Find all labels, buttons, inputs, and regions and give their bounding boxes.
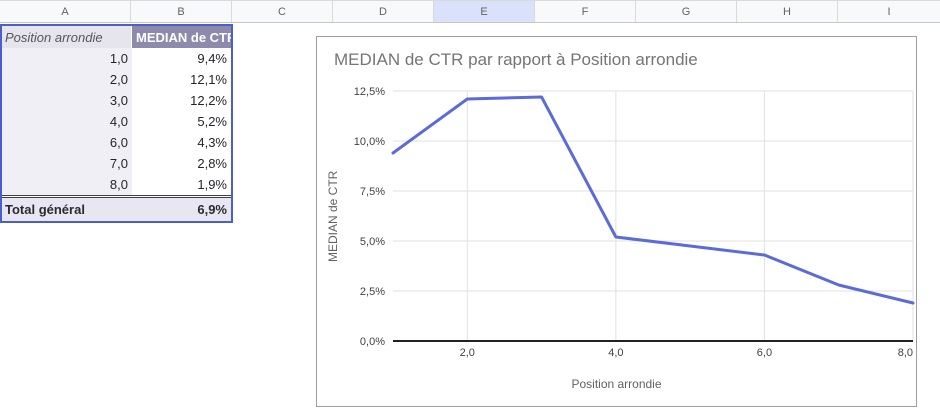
line-chart-plot: 0,0% 2,5% 5,0% 7,5% 10,0% 12,5% 2,0 4,0 6,0 8,0	[354, 86, 915, 359]
svg-text:10,0%: 10,0%	[354, 136, 385, 148]
ctr-cell[interactable]: 12,1%	[132, 69, 231, 90]
svg-text:7,5%: 7,5%	[360, 186, 385, 198]
column-header-g[interactable]: G	[636, 1, 737, 22]
column-header-f[interactable]: F	[535, 1, 636, 22]
pivot-table[interactable]: Position arrondie MEDIAN de CTR 1,0 9,4%…	[0, 24, 233, 223]
pivot-total-row: Total général 6,9%	[2, 195, 231, 221]
ctr-cell[interactable]: 9,4%	[132, 48, 231, 69]
svg-text:12,5%: 12,5%	[354, 86, 385, 98]
column-header-h[interactable]: H	[737, 1, 838, 22]
embedded-line-chart[interactable]: MEDIAN de CTR par rapport à Position arr…	[316, 36, 917, 407]
total-label[interactable]: Total général	[2, 198, 132, 221]
total-value[interactable]: 6,9%	[132, 198, 231, 221]
pivot-header-row: Position arrondie MEDIAN de CTR	[2, 26, 231, 48]
column-header-c[interactable]: C	[232, 1, 333, 22]
position-cell[interactable]: 6,0	[2, 132, 132, 153]
column-header-row: A B C D E F G H I	[0, 0, 940, 23]
position-cell[interactable]: 1,0	[2, 48, 132, 69]
pivot-row-label-header[interactable]: Position arrondie	[2, 26, 132, 48]
column-header-d[interactable]: D	[333, 1, 434, 22]
position-cell[interactable]: 2,0	[2, 69, 132, 90]
ctr-cell[interactable]: 12,2%	[132, 90, 231, 111]
ctr-cell[interactable]: 5,2%	[132, 111, 231, 132]
table-row: 1,0 9,4%	[2, 48, 231, 69]
svg-text:8,0: 8,0	[898, 347, 913, 359]
svg-text:2,0: 2,0	[460, 347, 475, 359]
position-cell[interactable]: 4,0	[2, 111, 132, 132]
chart-title: MEDIAN de CTR par rapport à Position arr…	[334, 50, 698, 69]
column-header-b[interactable]: B	[131, 1, 232, 22]
column-header-a[interactable]: A	[0, 1, 131, 22]
position-cell[interactable]: 7,0	[2, 153, 132, 174]
svg-text:6,0: 6,0	[757, 347, 772, 359]
ctr-cell[interactable]: 4,3%	[132, 132, 231, 153]
table-row: 7,0 2,8%	[2, 153, 231, 174]
x-axis-title: Position arrondie	[571, 377, 662, 391]
table-row: 8,0 1,9%	[2, 174, 231, 195]
table-row: 3,0 12,2%	[2, 90, 231, 111]
svg-text:2,5%: 2,5%	[360, 286, 385, 298]
column-header-i[interactable]: I	[887, 5, 891, 18]
position-cell[interactable]: 3,0	[2, 90, 132, 111]
pivot-value-header[interactable]: MEDIAN de CTR	[132, 26, 231, 48]
y-axis-title: MEDIAN de CTR	[326, 170, 340, 262]
ctr-cell[interactable]: 1,9%	[132, 174, 231, 195]
position-cell[interactable]: 8,0	[2, 174, 132, 195]
ctr-cell[interactable]: 2,8%	[132, 153, 231, 174]
table-row: 2,0 12,1%	[2, 69, 231, 90]
column-header-e[interactable]: E	[434, 1, 535, 22]
table-row: 4,0 5,2%	[2, 111, 231, 132]
svg-text:0,0%: 0,0%	[360, 336, 385, 348]
table-row: 6,0 4,3%	[2, 132, 231, 153]
svg-text:5,0%: 5,0%	[360, 236, 385, 248]
svg-text:4,0: 4,0	[608, 347, 623, 359]
